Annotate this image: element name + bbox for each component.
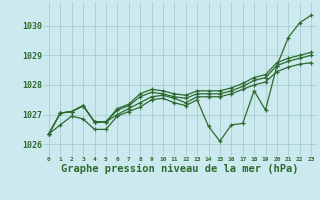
X-axis label: Graphe pression niveau de la mer (hPa): Graphe pression niveau de la mer (hPa) xyxy=(61,164,299,174)
